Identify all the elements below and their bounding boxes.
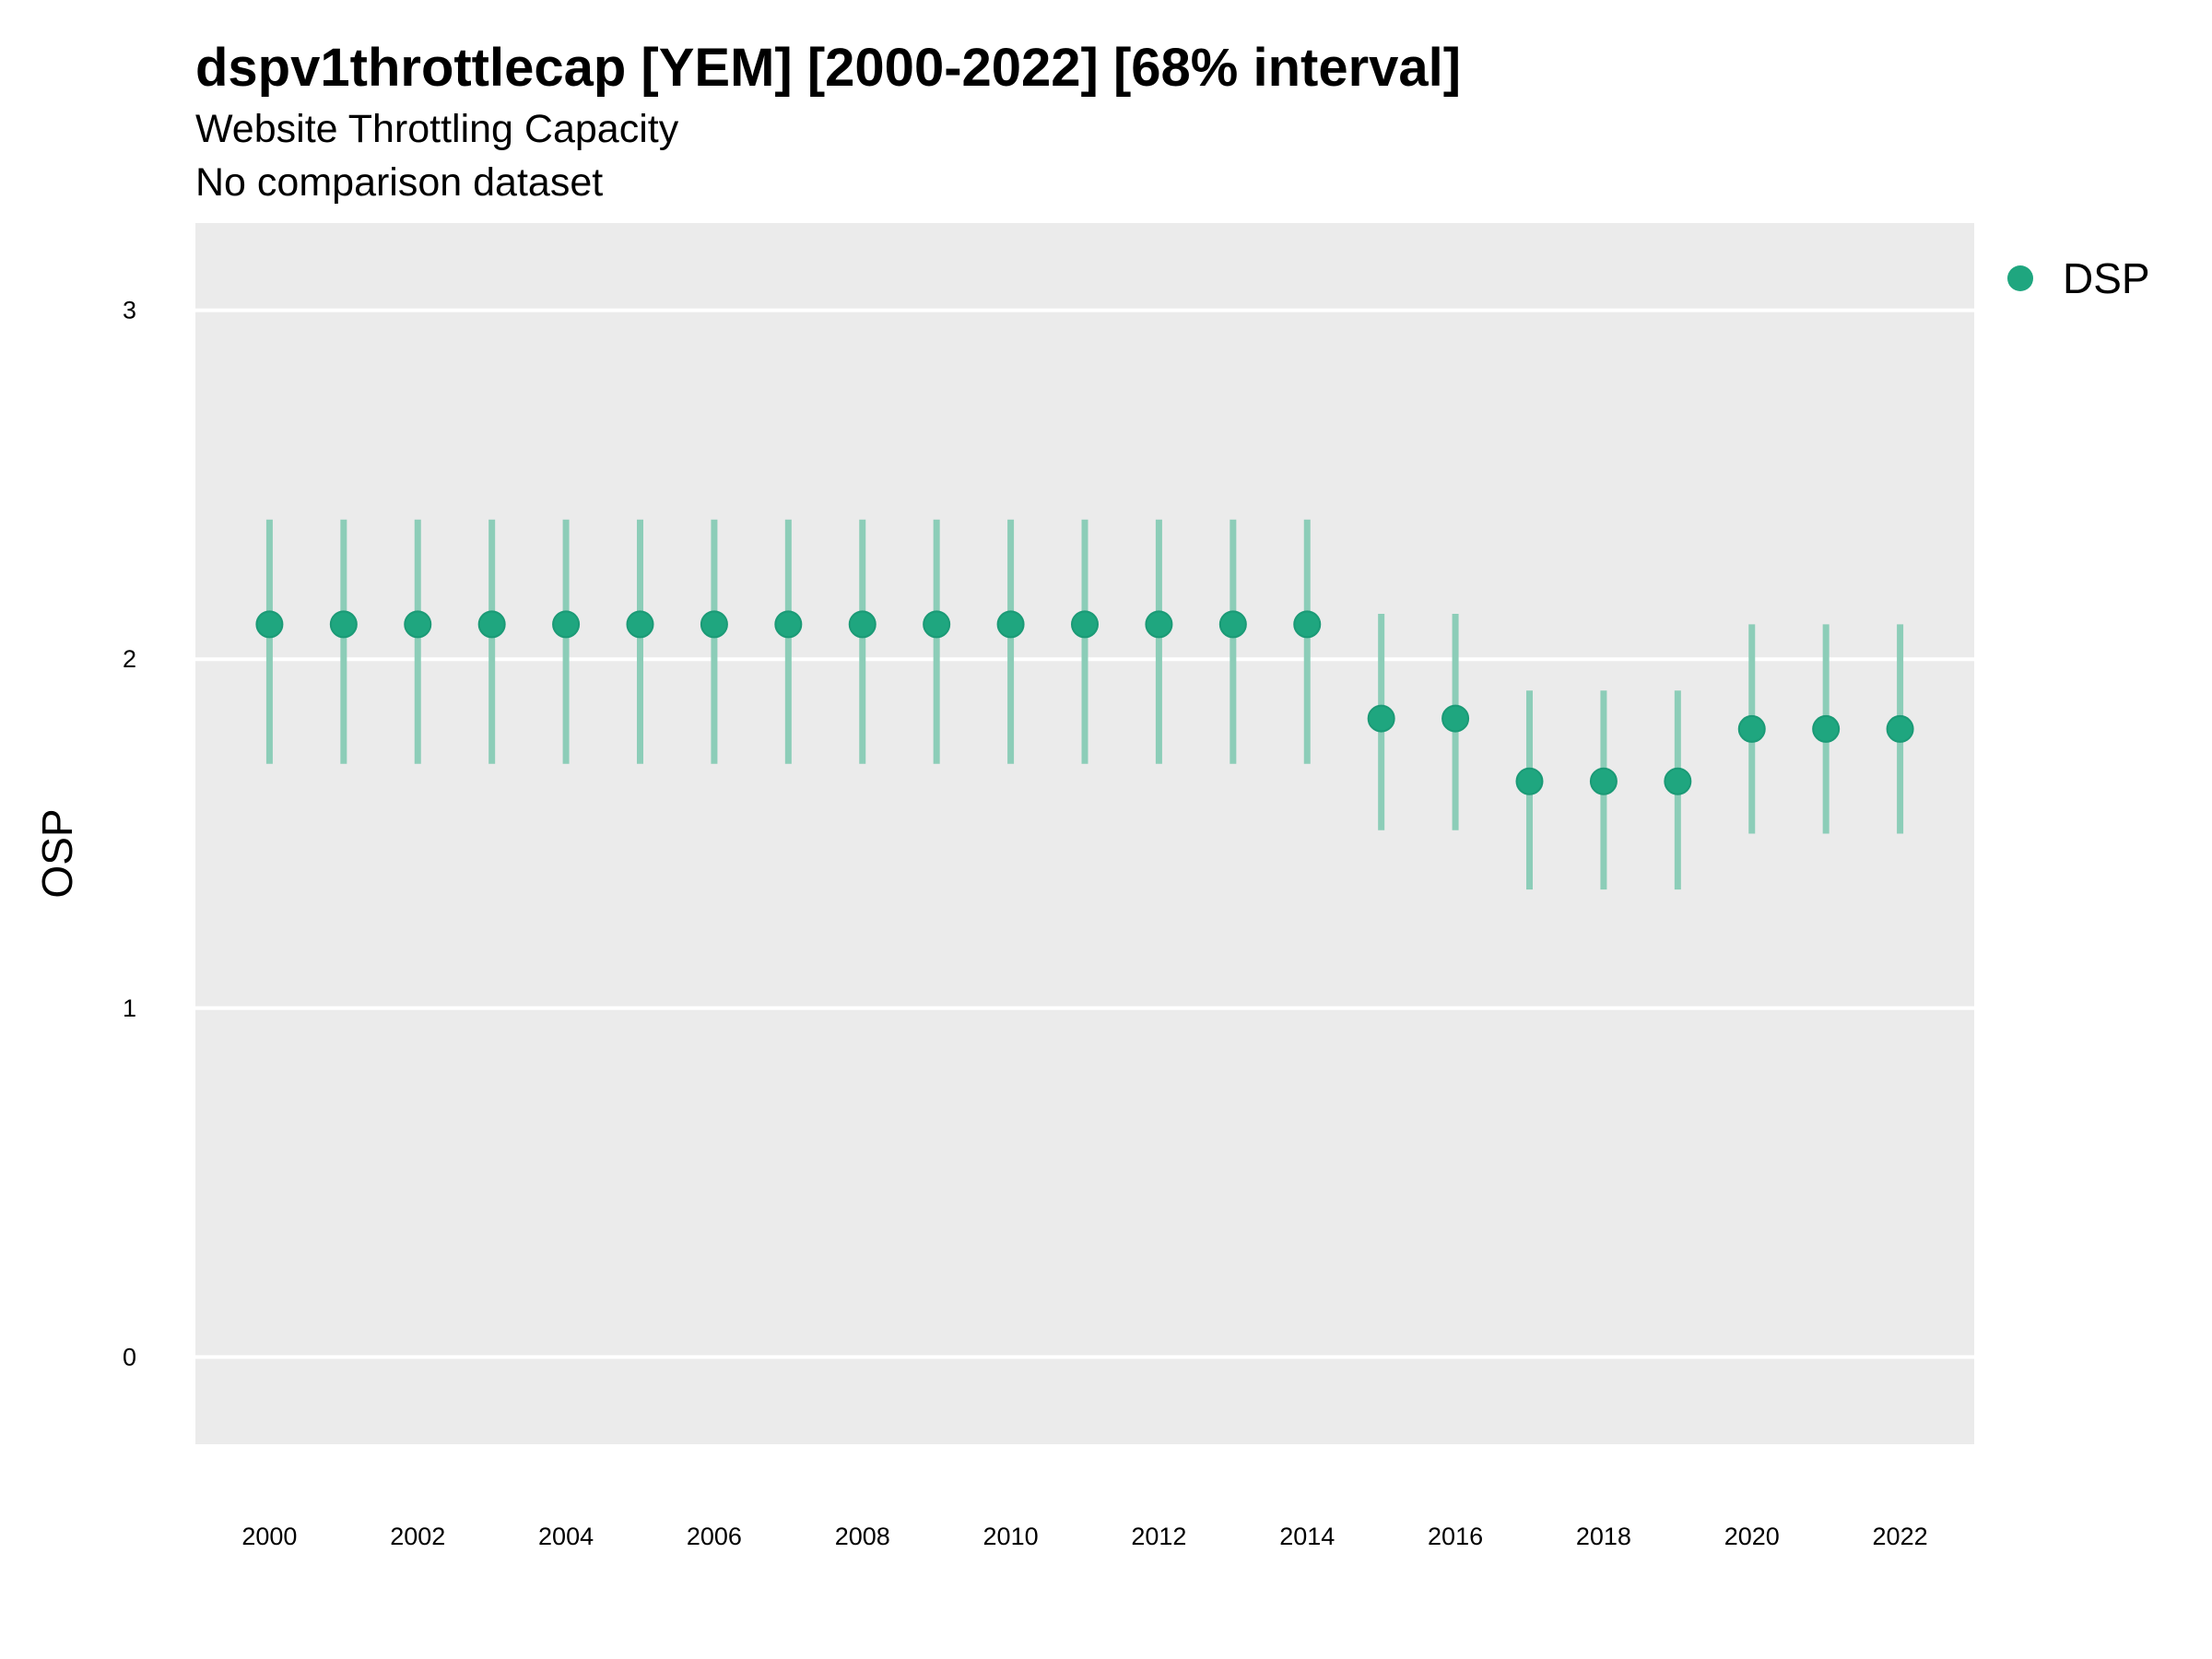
data-point [404, 610, 432, 639]
legend: DSP [2007, 254, 2150, 302]
data-point [255, 610, 284, 639]
x-tick-label: 2012 [1131, 1523, 1186, 1550]
y-tick-label: 1 [123, 994, 136, 1022]
plot-panel [195, 223, 1974, 1444]
data-point [1664, 767, 1692, 795]
data-point [1737, 714, 1766, 743]
data-point [1886, 714, 1914, 743]
x-tick-label: 2000 [241, 1523, 297, 1550]
y-tick-label: 0 [123, 1343, 136, 1371]
data-point [848, 610, 877, 639]
x-tick-label: 2008 [835, 1523, 890, 1550]
data-point [1441, 704, 1470, 733]
data-point [700, 610, 728, 639]
legend-label-dsp: DSP [2063, 254, 2150, 302]
data-point [1293, 610, 1322, 639]
chart-comparison-note: No comparison dataset [195, 160, 604, 205]
data-point [626, 610, 654, 639]
y-axis-label: OSP [33, 808, 81, 898]
legend-marker-dsp [2007, 265, 2033, 291]
x-tick-label: 2004 [538, 1523, 594, 1550]
data-point [996, 610, 1025, 639]
data-point [1367, 704, 1395, 733]
data-point [1145, 610, 1173, 639]
data-point [329, 610, 358, 639]
data-point [1515, 767, 1544, 795]
x-tick-labels: 2000 2002 2004 2006 2008 2010 2012 2014 2016 2018… [241, 1523, 1927, 1550]
y-tick-label: 2 [123, 645, 136, 673]
y-tick-label: 3 [123, 297, 136, 324]
x-tick-label: 2022 [1873, 1523, 1928, 1550]
x-tick-label: 2010 [983, 1523, 1039, 1550]
data-point [1218, 610, 1247, 639]
interval-bars [265, 519, 1904, 890]
data-point [1589, 767, 1618, 795]
data-point [774, 610, 803, 639]
chart-title: dspv1throttlecap [YEM] [2000-2022] [68% … [195, 38, 1462, 98]
data-points [255, 610, 1914, 795]
data-point [477, 610, 506, 639]
x-tick-label: 2006 [687, 1523, 742, 1550]
data-point [1812, 714, 1841, 743]
x-tick-label: 2002 [390, 1523, 445, 1550]
x-tick-label: 2014 [1279, 1523, 1335, 1550]
data-point [1071, 610, 1099, 639]
x-tick-label: 2016 [1428, 1523, 1483, 1550]
y-tick-labels: 0 1 2 3 [123, 297, 136, 1371]
x-tick-label: 2018 [1576, 1523, 1631, 1550]
data-point [552, 610, 581, 639]
data-point [923, 610, 951, 639]
chart-subtitle: Website Throttling Capacity [195, 107, 679, 151]
x-tick-label: 2020 [1724, 1523, 1780, 1550]
